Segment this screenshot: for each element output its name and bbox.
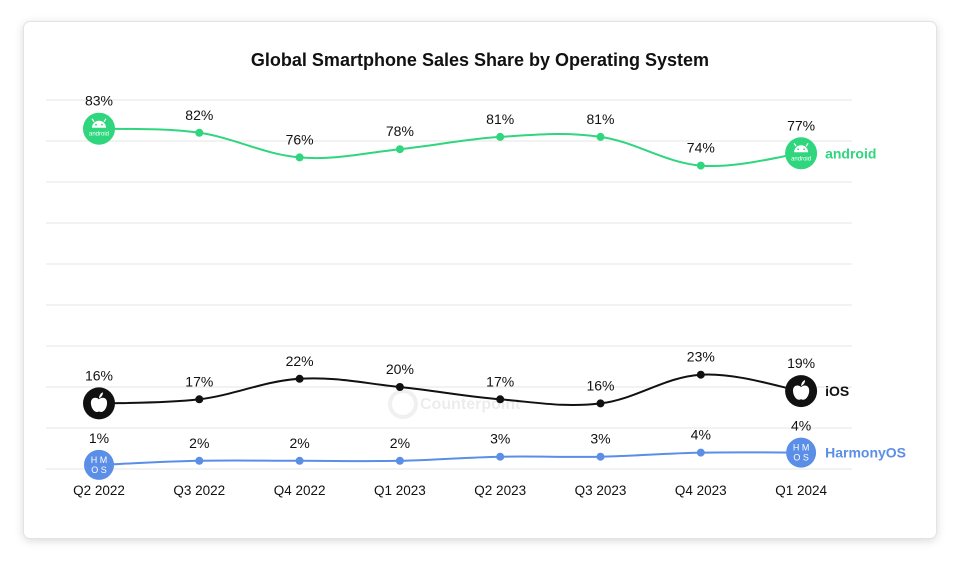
data-label: 3% (490, 431, 510, 447)
data-point (395, 383, 404, 391)
data-label: 16% (586, 377, 614, 393)
data-label: 16% (85, 367, 113, 383)
x-tick-label: Q2 2022 (73, 483, 125, 498)
data-label: 3% (590, 431, 610, 447)
series-label-harmonyos: HarmonyOS (825, 445, 906, 461)
data-label: 78% (386, 123, 414, 139)
svg-text:H M: H M (91, 455, 108, 465)
series-ios: 16% 17% 22% 20% 17% 16% 23% 19% iOS (83, 349, 849, 420)
data-point (195, 128, 204, 137)
x-tick-label: Q4 2023 (675, 483, 727, 498)
data-label: 76% (286, 131, 314, 147)
svg-text:android: android (791, 156, 811, 162)
data-label: 23% (687, 349, 715, 365)
data-point (496, 132, 505, 141)
data-point (395, 456, 404, 465)
data-label: 19% (787, 355, 815, 371)
data-point (696, 161, 705, 170)
x-tick-label: Q1 2024 (775, 483, 827, 498)
x-tick-label: Q2 2023 (474, 483, 526, 498)
series-line-harmonyos (98, 451, 802, 466)
data-point (295, 153, 304, 162)
x-tick-label: Q1 2023 (374, 483, 426, 498)
data-label: 17% (185, 373, 213, 389)
data-label: 1% (89, 430, 109, 446)
data-point (596, 132, 605, 141)
watermark-logo: Counterpoint (388, 389, 521, 419)
data-label: 81% (586, 111, 614, 127)
series-harmonyos: 1% 2% 2% 2% 3% 3% 4%4%H MO SH MO S HarmonyOS (84, 418, 906, 480)
series-label-ios: iOS (825, 383, 849, 399)
x-tick-label: Q3 2023 (575, 483, 627, 498)
data-point (696, 448, 705, 457)
x-tick-label: Q4 2022 (274, 483, 326, 498)
data-point (195, 395, 204, 404)
data-label: 2% (390, 435, 410, 451)
series-android: 83% 82% 76% 78% 81% 81% 74% 77% android android an… (83, 93, 876, 170)
svg-text:android: android (89, 132, 109, 138)
x-tick-label: Q3 2022 (173, 483, 225, 498)
harmonyos-icon: H MO S (786, 437, 817, 468)
data-label: 81% (486, 111, 514, 127)
data-point (696, 370, 705, 379)
series-line-android (98, 127, 802, 168)
android-icon: android (785, 137, 818, 170)
data-point (496, 452, 505, 461)
gridlines (46, 99, 852, 470)
data-label: 2% (189, 435, 209, 451)
data-point (295, 374, 304, 383)
data-label: 17% (486, 373, 514, 389)
data-label: 77% (787, 117, 815, 133)
data-point (496, 395, 505, 404)
watermark-text: Counterpoint (420, 396, 521, 413)
series-line-ios (98, 373, 802, 407)
data-label: 83% (85, 93, 113, 109)
data-label: 2% (289, 435, 309, 451)
svg-text:H M: H M (793, 443, 810, 453)
data-label: 82% (185, 107, 213, 123)
data-label: 4% (691, 427, 711, 443)
harmonyos-icon: H MO S (84, 449, 114, 480)
android-icon: android (83, 112, 115, 145)
data-label: 74% (687, 140, 715, 156)
chart-title: Global Smartphone Sales Share by Operati… (251, 50, 709, 70)
svg-text:O S: O S (793, 453, 809, 463)
data-point (596, 399, 605, 408)
data-point (395, 145, 404, 154)
series-label-android: android (825, 145, 876, 161)
data-label: 4% (791, 418, 811, 434)
data-point (295, 456, 304, 465)
data-point (195, 456, 204, 465)
data-label: 22% (286, 353, 314, 369)
data-point (596, 452, 605, 461)
x-axis: Q2 2022 Q3 2022 Q4 2022 Q1 2023 Q2 2023 Q3 20… (73, 483, 827, 498)
data-label: 20% (386, 361, 414, 377)
apple-icon (785, 375, 818, 408)
svg-text:O S: O S (91, 465, 107, 475)
apple-icon (83, 387, 115, 420)
